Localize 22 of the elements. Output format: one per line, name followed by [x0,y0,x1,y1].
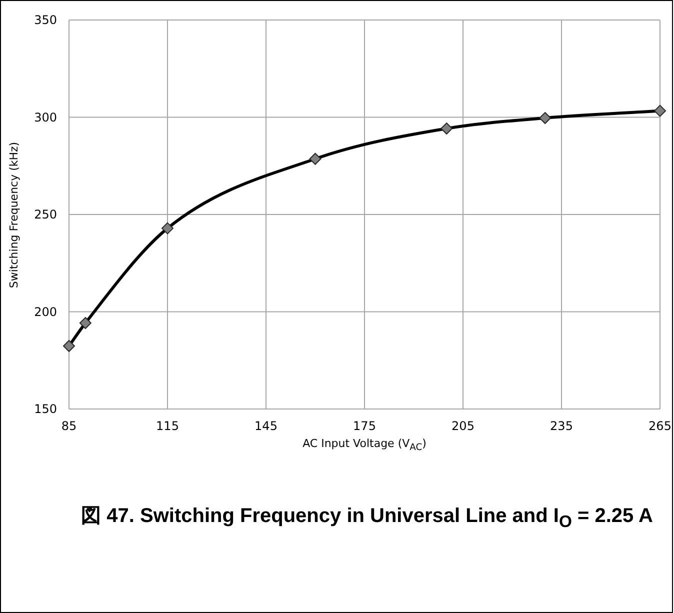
point [440,122,453,135]
point [309,152,322,165]
y-tick-label: 300 [34,110,57,124]
x-axis-title: AC Input Voltage (V$_{AC}$) [302,437,426,454]
x-tick-label: 175 [353,419,376,433]
point [63,340,75,352]
y-tick-label: 200 [34,304,57,319]
x-tick-label: 85 [61,419,77,433]
point [654,104,666,117]
point [539,112,552,124]
y-tick-label: 250 [34,208,57,222]
y-axis-title: Switching Frequency (kHz) [8,141,20,288]
point [162,222,174,234]
x-tick-label: 145 [254,419,278,433]
y-tick-label: 150 [34,402,57,416]
x-tick-label: 265 [648,419,672,433]
x-tick-label: 115 [156,419,179,433]
y-tick-label: 350 [34,13,57,27]
text: 図 47. Switching Frequency in Universal Line and I$_{O}$ = 2.25 A [80,504,654,533]
x-tick-label: 235 [550,419,573,433]
point [79,317,92,330]
x-tick-label: 205 [452,419,474,433]
